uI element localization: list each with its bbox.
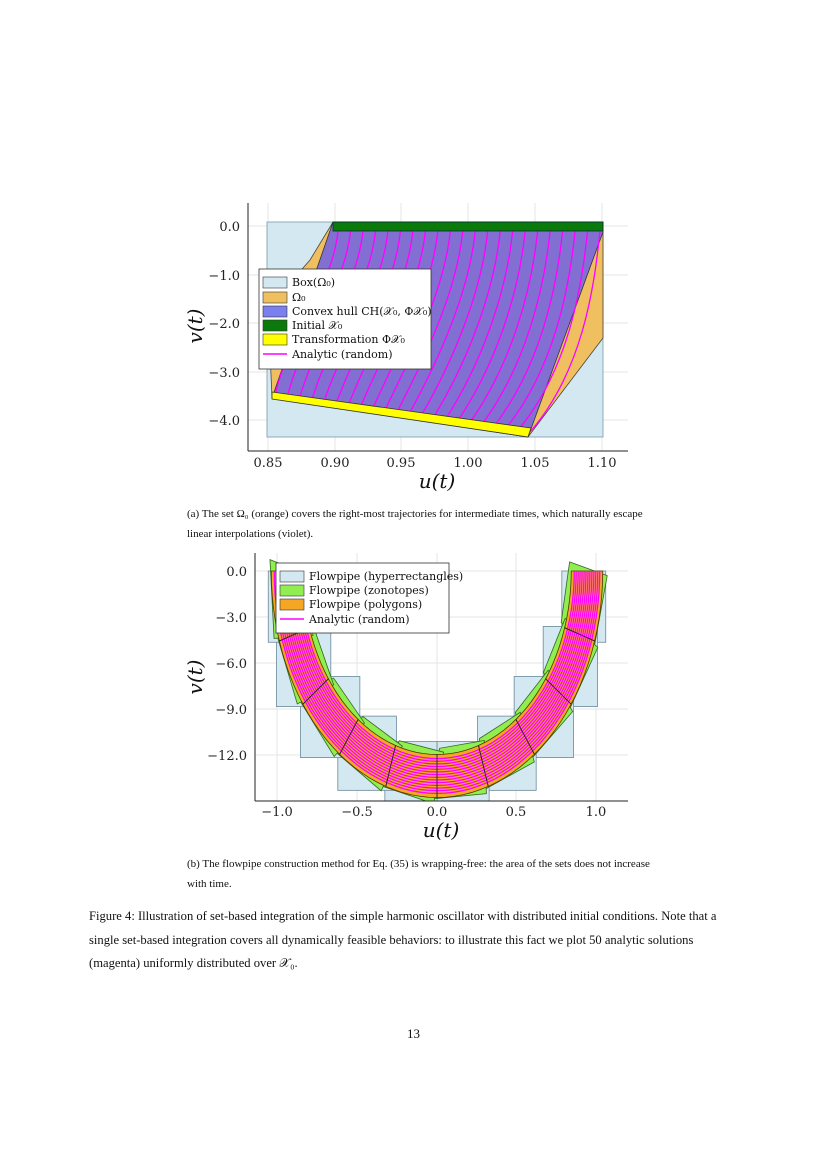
legend-swatch-zonotope [279,584,305,597]
caption-b: (b) The flowpipe construction method for… [187,858,650,890]
plot-a-ylabel: v(t) [183,309,207,344]
plot-a-xtick: 0.90 [321,456,350,471]
plot-a-xtick: 1.10 [588,456,617,471]
flowpipe-segment-boundary [302,678,329,705]
plot-a-xtick: 0.95 [387,456,416,471]
legend-label: Box(Ω₀) [292,276,335,289]
analytic-trajectory [505,230,576,429]
plot-a-ytick: −2.0 [208,317,240,332]
legend-label: Flowpipe (polygons) [309,598,422,611]
analytic-trajectory [456,230,526,423]
analytic-trajectory [420,230,489,417]
analytic-trajectory [432,230,501,419]
analytic-trajectory [493,230,564,428]
analytic-trajectory [408,230,476,416]
flowpipe-segment-boundary [339,719,359,755]
figure-caption: Figure 4: Illustration of set-based inte… [89,909,717,970]
plot-b-legend: Flowpipe (hyperrectangles) Flowpipe (zon… [275,562,463,634]
plot-a-ytick: 0.0 [219,220,240,235]
plot-b-ytick: 0.0 [226,565,247,580]
legend-label: Initial 𝒳₀ [292,319,343,332]
flowpipe-segment-boundary [545,678,572,705]
legend-swatch-hyperrect [279,570,305,583]
plot-a: 0.85 0.90 0.95 1.00 1.05 1.10 0.0 −1.0 −… [183,203,628,493]
analytic-trajectory [480,230,551,426]
page-number: 13 [407,1026,420,1041]
flowpipe-segment-boundary [478,745,489,787]
plot-a-xtick: 0.85 [254,456,283,471]
plot-b-ytick: −3.0 [215,611,247,626]
plot-a-xlabel: u(t) [419,469,456,493]
legend-label: Analytic (random) [291,348,393,361]
flowpipe-segment-boundary [385,745,396,787]
plot-b-xtick: 1.0 [586,805,607,820]
caption-a: (a) The set Ω₀ (orange) covers the right… [187,508,643,540]
legend-swatch-polygon [279,598,305,611]
plot-b-xtick: −0.5 [341,805,373,820]
initial-set [332,221,604,232]
plot-b: −1.0 −0.5 0.0 0.5 1.0 0.0 −3.0 −6.0 −9.0… [183,553,628,842]
analytic-trajectory [395,230,464,414]
analytic-trajectory [529,230,601,433]
plot-a-xtick: 1.00 [454,456,483,471]
legend-label: Ω₀ [292,291,306,304]
legend-swatch-omega [262,291,288,304]
plot-b-ytick: −6.0 [215,657,247,672]
flowpipe-segment-boundaries [279,627,595,798]
plot-b-ytick: −9.0 [215,703,247,718]
legend-swatch-box [262,276,288,289]
analytic-trajectory [444,230,514,421]
plot-a-ytick: −3.0 [208,366,240,381]
plot-b-ylabel: v(t) [183,660,207,695]
plot-b-xtick: 0.0 [427,805,448,820]
plot-b-ytick: −12.0 [207,749,247,764]
legend-label: Flowpipe (hyperrectangles) [309,570,463,583]
analytic-trajectory [468,230,539,424]
plot-a-xtick: 1.05 [521,456,550,471]
legend-swatch-initial [262,319,288,332]
plot-a-legend: Box(Ω₀) Ω₀ Convex hull CH(𝒳₀, Φ𝒳₀) Initi… [258,268,432,370]
plot-a-ytick: −4.0 [208,414,240,429]
plot-b-xtick: −1.0 [261,805,293,820]
flowpipe-segment-boundary [515,719,535,755]
legend-label: Flowpipe (zonotopes) [309,584,429,597]
legend-label: Convex hull CH(𝒳₀, Φ𝒳₀) [292,305,432,318]
plot-b-xlabel: u(t) [423,818,460,842]
plot-a-ytick: −1.0 [208,269,240,284]
legend-swatch-hull [262,305,288,318]
legend-swatch-transform [262,333,288,346]
plot-b-xtick: 0.5 [506,805,527,820]
flowpipe-segment-boundary [564,627,595,642]
analytic-trajectory [517,230,589,431]
legend-label: Analytic (random) [308,613,410,626]
legend-label: Transformation Φ𝒳₀ [292,333,405,346]
transformation-set [271,391,532,438]
